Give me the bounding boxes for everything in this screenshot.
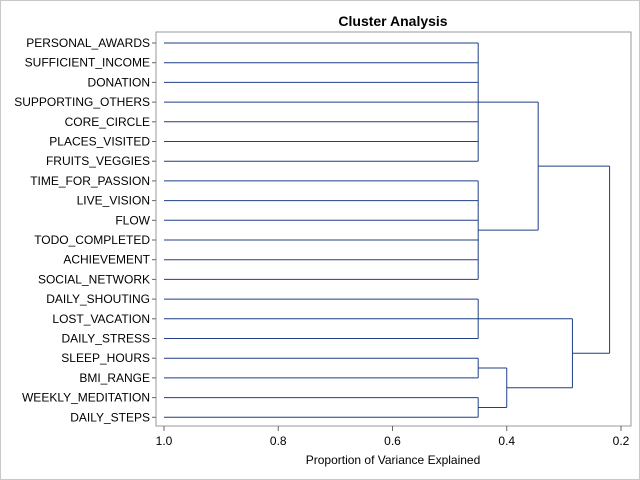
- leaf-label: PLACES_VISITED: [49, 135, 150, 149]
- branches: [164, 42, 611, 418]
- leaf-label: DAILY_STEPS: [70, 410, 150, 424]
- leaf-label: FLOW: [115, 213, 150, 227]
- leaf-label: TODO_COMPLETED: [34, 233, 150, 247]
- x-tick-label: 1.0: [156, 434, 173, 448]
- x-tick-label: 0.2: [613, 434, 630, 448]
- leaf-label: CORE_CIRCLE: [65, 115, 150, 129]
- chart-title: Cluster Analysis: [338, 13, 447, 29]
- leaf-label: BMI_RANGE: [79, 371, 150, 385]
- leaf-label: DAILY_STRESS: [62, 332, 150, 346]
- leaf-label: FRUITS_VEGGIES: [46, 154, 150, 168]
- leaf-label: DONATION: [88, 75, 150, 89]
- leaf-label: LOST_VACATION: [52, 312, 150, 326]
- x-axis: 1.0 0.8 0.6 0.4 0.2: [156, 426, 630, 448]
- leaf-label: SLEEP_HOURS: [61, 351, 150, 365]
- x-tick-label: 0.4: [498, 434, 515, 448]
- leaf-label: TIME_FOR_PASSION: [30, 174, 150, 188]
- x-tick-label: 0.8: [270, 434, 287, 448]
- leaf-label: SUPPORTING_OTHERS: [14, 95, 150, 109]
- leaf-label: SOCIAL_NETWORK: [38, 272, 150, 286]
- x-tick-label: 0.6: [384, 434, 401, 448]
- leaf-label: WEEKLY_MEDITATION: [22, 391, 150, 405]
- leaf-labels: PERSONAL_AWARDS SUFFICIENT_INCOME DONATION…: [14, 36, 156, 424]
- leaf-label: ACHIEVEMENT: [63, 253, 150, 267]
- plot-area-frame: [155, 31, 632, 427]
- leaf-label: PERSONAL_AWARDS: [26, 36, 150, 50]
- leaf-label: SUFFICIENT_INCOME: [25, 56, 150, 70]
- leaf-label: DAILY_SHOUTING: [46, 292, 150, 306]
- x-axis-label: Proportion of Variance Explained: [306, 453, 481, 467]
- leaf-label: LIVE_VISION: [77, 194, 150, 208]
